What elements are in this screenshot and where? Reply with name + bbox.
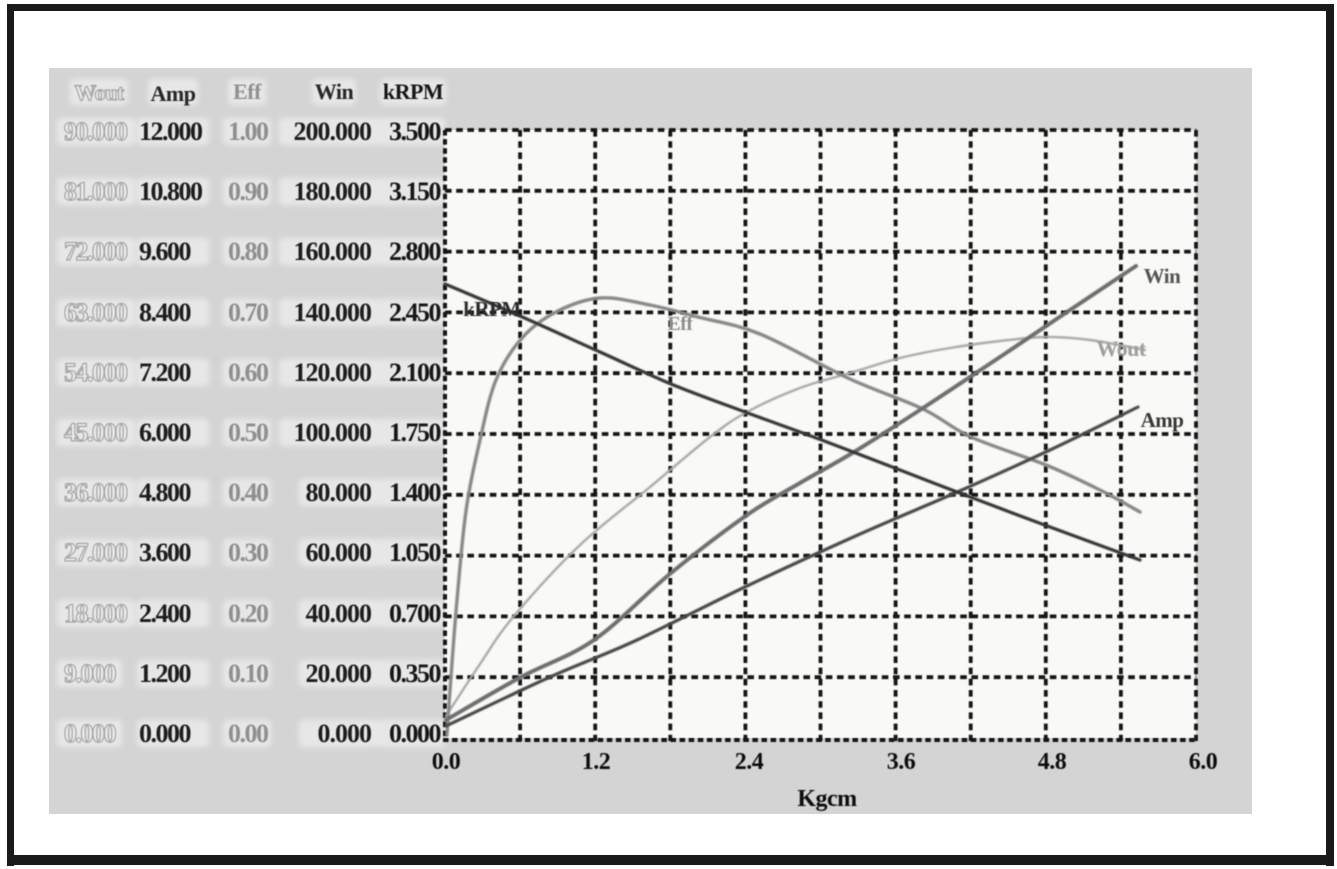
svg-text:1.400: 1.400 <box>389 478 442 507</box>
svg-text:120.000: 120.000 <box>294 358 373 387</box>
svg-text:0.000: 0.000 <box>318 719 373 748</box>
svg-text:0.50: 0.50 <box>228 418 269 447</box>
svg-text:40.000: 40.000 <box>306 599 373 628</box>
svg-text:81.000: 81.000 <box>64 177 128 206</box>
svg-text:0.000: 0.000 <box>139 719 192 748</box>
svg-text:9.000: 9.000 <box>64 659 117 688</box>
svg-text:1.750: 1.750 <box>389 418 442 447</box>
svg-text:140.000: 140.000 <box>294 298 373 327</box>
svg-text:Amp: Amp <box>1141 408 1184 432</box>
svg-text:180.000: 180.000 <box>294 177 373 206</box>
svg-text:kRPM: kRPM <box>463 297 521 321</box>
svg-text:Wout: Wout <box>1096 336 1147 361</box>
svg-text:7.200: 7.200 <box>139 358 192 387</box>
svg-text:63.000: 63.000 <box>64 298 128 327</box>
svg-text:72.000: 72.000 <box>64 237 128 266</box>
svg-text:4.800: 4.800 <box>139 478 192 507</box>
svg-text:160.000: 160.000 <box>294 237 373 266</box>
svg-text:0.700: 0.700 <box>389 599 442 628</box>
svg-text:3.150: 3.150 <box>389 177 442 206</box>
svg-text:54.000: 54.000 <box>64 358 128 387</box>
svg-text:6.000: 6.000 <box>139 418 192 447</box>
svg-text:1.2: 1.2 <box>582 749 611 775</box>
svg-text:4.8: 4.8 <box>1038 749 1067 775</box>
svg-text:kRPM: kRPM <box>383 79 444 104</box>
svg-text:Wout: Wout <box>74 80 125 105</box>
svg-text:2.100: 2.100 <box>389 358 442 387</box>
svg-text:3.500: 3.500 <box>389 117 442 146</box>
svg-text:45.000: 45.000 <box>64 418 128 447</box>
svg-text:Win: Win <box>315 79 354 104</box>
svg-text:2.4: 2.4 <box>735 749 764 775</box>
svg-text:90.000: 90.000 <box>64 117 128 146</box>
svg-text:Eff: Eff <box>233 79 262 104</box>
svg-text:1.050: 1.050 <box>389 538 442 567</box>
svg-text:Amp: Amp <box>151 81 196 106</box>
svg-text:0.70: 0.70 <box>228 298 269 327</box>
svg-text:10.800: 10.800 <box>139 177 203 206</box>
svg-text:27.000: 27.000 <box>64 538 128 567</box>
svg-text:36.000: 36.000 <box>64 478 128 507</box>
svg-text:0.80: 0.80 <box>228 237 269 266</box>
svg-text:3.600: 3.600 <box>139 538 192 567</box>
svg-text:0.30: 0.30 <box>228 538 269 567</box>
svg-text:6.0: 6.0 <box>1189 749 1218 775</box>
svg-text:0.60: 0.60 <box>228 358 269 387</box>
svg-text:18.000: 18.000 <box>64 599 128 628</box>
svg-text:9.600: 9.600 <box>139 237 192 266</box>
svg-text:0.10: 0.10 <box>228 659 269 688</box>
svg-text:100.000: 100.000 <box>294 418 373 447</box>
svg-text:80.000: 80.000 <box>306 478 373 507</box>
svg-text:0.20: 0.20 <box>228 599 269 628</box>
svg-text:0.000: 0.000 <box>64 719 117 748</box>
svg-text:12.000: 12.000 <box>139 117 203 146</box>
svg-text:8.400: 8.400 <box>139 298 192 327</box>
svg-text:2.450: 2.450 <box>389 298 442 327</box>
svg-text:0.350: 0.350 <box>389 659 442 688</box>
svg-text:0.00: 0.00 <box>228 719 269 748</box>
svg-text:0.90: 0.90 <box>228 177 269 206</box>
svg-text:200.000: 200.000 <box>294 117 373 146</box>
svg-text:1.200: 1.200 <box>139 659 192 688</box>
svg-text:3.6: 3.6 <box>887 749 916 775</box>
svg-text:20.000: 20.000 <box>306 659 373 688</box>
svg-text:0.40: 0.40 <box>228 478 269 507</box>
svg-text:0.000: 0.000 <box>389 719 442 748</box>
svg-text:Eff: Eff <box>667 313 693 335</box>
svg-text:Win: Win <box>1144 264 1181 288</box>
svg-text:1.00: 1.00 <box>228 117 269 146</box>
svg-text:2.800: 2.800 <box>389 237 442 266</box>
svg-text:2.400: 2.400 <box>139 599 192 628</box>
svg-text:0.0: 0.0 <box>432 749 461 775</box>
svg-text:60.000: 60.000 <box>306 538 373 567</box>
svg-text:Kgcm: Kgcm <box>797 786 857 812</box>
